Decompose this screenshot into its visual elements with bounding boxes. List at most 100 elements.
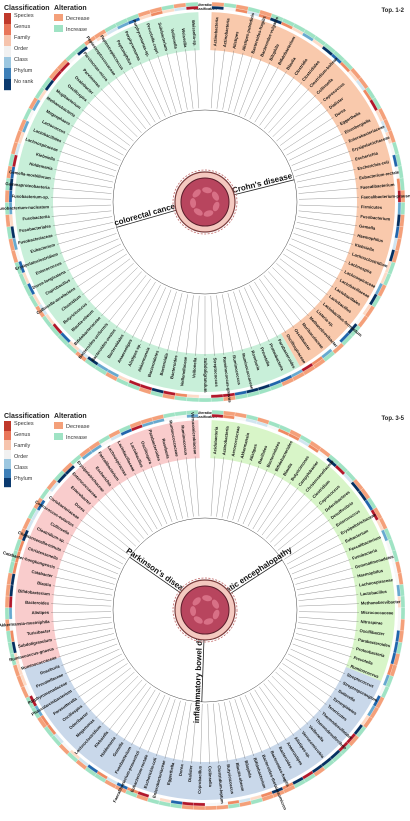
taxon-label: Blautia-obeum bbox=[235, 762, 246, 792]
tree-branch bbox=[259, 76, 295, 126]
tree-branch bbox=[232, 462, 251, 521]
tree-branch bbox=[88, 263, 134, 303]
tree-branch bbox=[211, 48, 216, 109]
tree-branch bbox=[257, 482, 292, 533]
tree-branch bbox=[216, 49, 225, 109]
taxon-label: Ruminococcaceae bbox=[168, 420, 180, 458]
tree-branch bbox=[279, 258, 328, 296]
tree-branch bbox=[244, 287, 270, 343]
tissue-illustration bbox=[172, 577, 238, 643]
taxon-label: Actinobacteria bbox=[221, 425, 230, 455]
disease-sector bbox=[15, 12, 301, 392]
classification-cell bbox=[210, 394, 224, 399]
tree-branch bbox=[276, 102, 323, 142]
circular-diagram-bottom: Classification Species Genus Family Order Cla… bbox=[0, 408, 410, 816]
tree-branch bbox=[91, 505, 136, 547]
tree-branch bbox=[56, 227, 115, 245]
tree-branch bbox=[111, 487, 149, 536]
tree-branch bbox=[54, 222, 114, 236]
classification-cell bbox=[397, 202, 402, 215]
taxon-label: Collinsella bbox=[207, 766, 213, 788]
tree-branch bbox=[71, 248, 124, 280]
classification-cell bbox=[8, 596, 13, 608]
tree-branch bbox=[263, 275, 302, 323]
tree-branch bbox=[182, 702, 192, 763]
tree-branch bbox=[297, 216, 358, 227]
taxon-label: Weissella bbox=[181, 28, 188, 48]
tree-branch bbox=[87, 102, 134, 142]
taxon-label: Faecalibacterium-prausnitzii bbox=[361, 193, 410, 200]
tree-branch bbox=[83, 667, 131, 705]
classification-level-label: Family bbox=[14, 35, 30, 41]
tree-branch bbox=[156, 699, 176, 757]
tree-branch bbox=[150, 465, 173, 522]
tree-branch bbox=[284, 526, 335, 560]
alteration-cell bbox=[198, 397, 212, 403]
tree-branch bbox=[158, 291, 177, 349]
tree-branch bbox=[279, 667, 327, 705]
disease-sector bbox=[24, 656, 382, 801]
tree-branch bbox=[239, 697, 263, 754]
classification-level-label: Phylum bbox=[14, 68, 33, 74]
tree-branch bbox=[94, 267, 138, 310]
tree-branch bbox=[254, 689, 287, 741]
tree-branch bbox=[286, 534, 340, 565]
taxon-label: Fusobacteriia bbox=[22, 214, 50, 222]
tree-branch bbox=[272, 95, 316, 137]
tree-branch bbox=[238, 289, 261, 346]
tree-branch bbox=[254, 71, 287, 123]
tree-branch bbox=[288, 653, 342, 683]
taxon-label: Dialister bbox=[187, 765, 193, 782]
tree-branch bbox=[167, 293, 183, 352]
tree-branch bbox=[296, 222, 356, 236]
taxon-label: Actinobacteria bbox=[222, 17, 231, 47]
taxon-label: Fusobacterium bbox=[360, 214, 391, 222]
tree-branch bbox=[249, 284, 278, 338]
tree-branch bbox=[259, 278, 294, 328]
taxon-label: Prevotella bbox=[353, 655, 374, 666]
tree-branch bbox=[52, 178, 113, 188]
tree-branch bbox=[59, 151, 117, 172]
classification-ring-title: Classification bbox=[193, 415, 216, 419]
tree-branch bbox=[247, 472, 276, 527]
tree-branch bbox=[104, 493, 144, 539]
tree-branch bbox=[62, 550, 119, 575]
tree-branch bbox=[126, 477, 158, 530]
tree-branch bbox=[85, 512, 133, 551]
tree-branch bbox=[82, 258, 131, 296]
classification-level-label: Class bbox=[14, 465, 28, 471]
tree-branch bbox=[94, 95, 138, 137]
disease-branch bbox=[116, 209, 177, 228]
classification-cell bbox=[211, 414, 224, 418]
classification-legend-title: Classification bbox=[4, 413, 50, 420]
tree-branch bbox=[282, 663, 332, 698]
taxon-label: Dorea bbox=[334, 107, 347, 118]
tree-branch bbox=[277, 512, 325, 551]
tree-branch bbox=[268, 271, 309, 317]
alteration-level-label: Decrease bbox=[66, 16, 90, 22]
classification-level-label: Genus bbox=[14, 24, 30, 30]
tree-branch bbox=[185, 295, 194, 355]
tree-branch bbox=[298, 594, 359, 601]
taxon-label: Veillonella bbox=[170, 28, 179, 50]
tree-branch bbox=[254, 281, 287, 334]
taxon-label: Eggerthella bbox=[166, 761, 176, 785]
tree-branch bbox=[53, 627, 113, 640]
alteration-cell bbox=[4, 190, 10, 203]
taxon-label: Turicibacter bbox=[27, 628, 51, 636]
tree-branch bbox=[139, 62, 166, 117]
tissue-illustration bbox=[172, 169, 238, 235]
taxon-label: Fusobacterium-nucleatum bbox=[0, 204, 49, 211]
tree-branch bbox=[280, 109, 329, 146]
taxon-label: Acidobacteria bbox=[212, 426, 219, 455]
tree-branch bbox=[175, 50, 188, 110]
tree-branch bbox=[216, 295, 225, 355]
tree-branch bbox=[298, 603, 359, 607]
tree-branch bbox=[266, 493, 306, 539]
taxon-label: Bifidobacterium bbox=[18, 588, 50, 596]
tree-branch bbox=[80, 519, 129, 555]
taxon-label: Parabacteroides bbox=[358, 637, 392, 648]
tree-branch bbox=[166, 52, 182, 111]
classification-cell bbox=[397, 607, 402, 620]
classification-level-label: Phylum bbox=[14, 476, 33, 482]
